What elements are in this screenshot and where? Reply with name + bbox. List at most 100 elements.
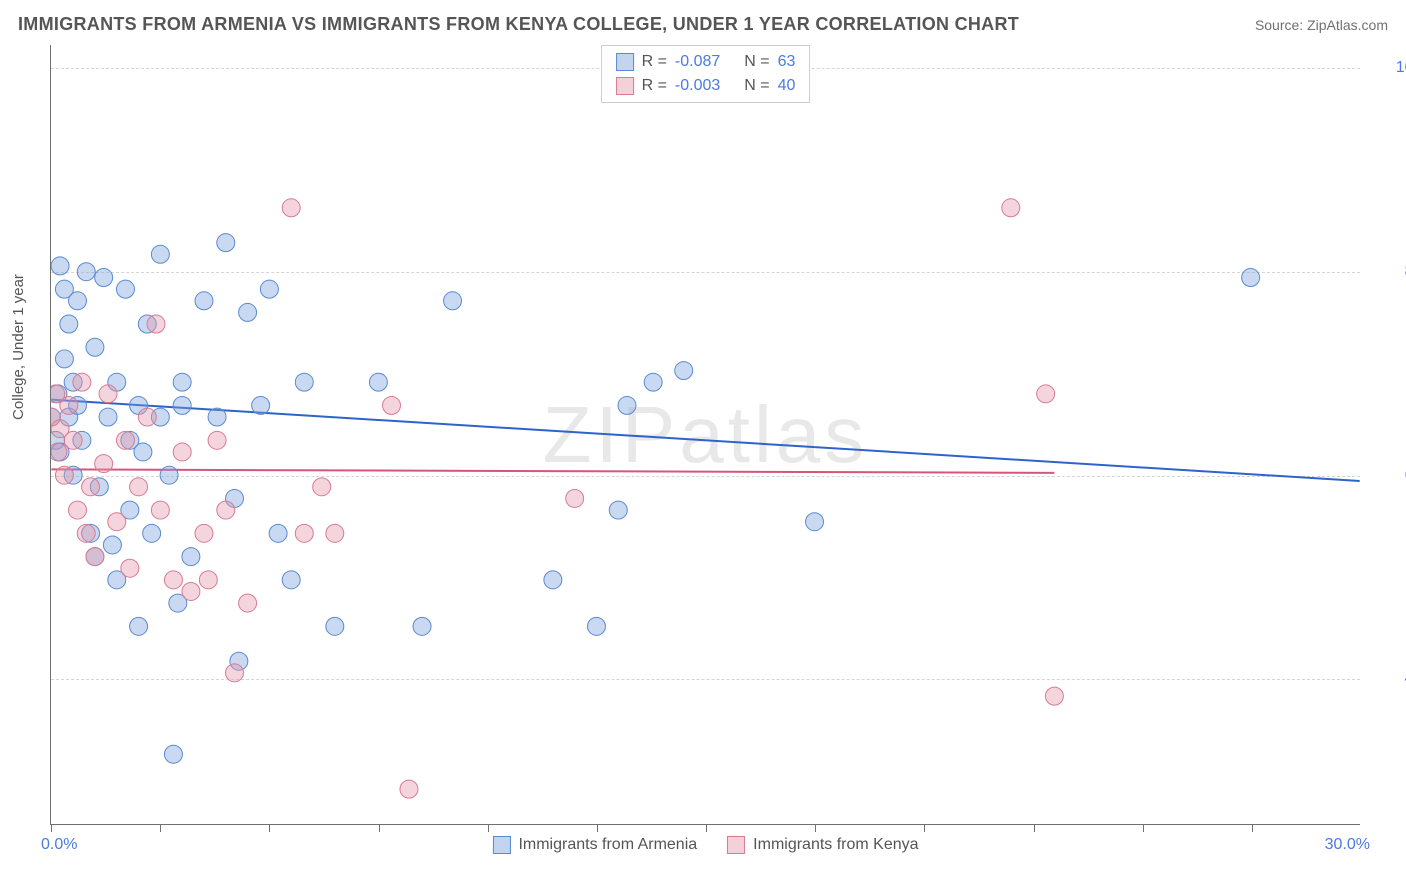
swatch-pink-icon [616, 77, 634, 95]
x-tick [379, 824, 380, 832]
r-label: R = [642, 50, 667, 74]
data-point [77, 524, 95, 542]
data-point [1242, 269, 1260, 287]
data-point [609, 501, 627, 519]
y-tick-label: 65.0% [1370, 467, 1406, 485]
data-point [182, 582, 200, 600]
data-point [64, 431, 82, 449]
data-point [99, 408, 117, 426]
data-point [55, 466, 73, 484]
data-point [182, 548, 200, 566]
data-point [151, 501, 169, 519]
data-point [69, 501, 87, 519]
data-point [282, 571, 300, 589]
data-point [95, 455, 113, 473]
data-point [103, 536, 121, 554]
data-point [116, 431, 134, 449]
trend-line [51, 400, 1359, 481]
chart-title: IMMIGRANTS FROM ARMENIA VS IMMIGRANTS FR… [18, 14, 1019, 35]
data-point [295, 373, 313, 391]
data-point [260, 280, 278, 298]
data-point [217, 501, 235, 519]
data-point [95, 269, 113, 287]
data-point [383, 396, 401, 414]
data-point [226, 664, 244, 682]
legend-bottom: Immigrants from Armenia Immigrants from … [492, 836, 918, 854]
x-tick [1034, 824, 1035, 832]
data-point [86, 338, 104, 356]
x-tick-label-max: 30.0% [1325, 836, 1370, 854]
n-value: 40 [778, 74, 796, 98]
swatch-blue-icon [492, 836, 510, 854]
data-point [413, 617, 431, 635]
data-point [55, 350, 73, 368]
data-point [116, 280, 134, 298]
x-tick [1143, 824, 1144, 832]
data-point [675, 362, 693, 380]
y-tick-label: 100.0% [1370, 59, 1406, 77]
data-point [77, 263, 95, 281]
n-label: N = [744, 74, 769, 98]
data-point [239, 303, 257, 321]
data-point [130, 478, 148, 496]
legend-top: R = -0.087 N = 63 R = -0.003 N = 40 [601, 45, 811, 103]
data-point [60, 315, 78, 333]
legend-row-kenya: R = -0.003 N = 40 [616, 74, 796, 98]
r-value: -0.087 [675, 50, 720, 74]
swatch-blue-icon [616, 53, 634, 71]
y-tick-label: 47.5% [1370, 670, 1406, 688]
data-point [60, 396, 78, 414]
data-point [99, 385, 117, 403]
r-label: R = [642, 74, 667, 98]
data-point [108, 513, 126, 531]
x-tick [1252, 824, 1253, 832]
data-point [164, 745, 182, 763]
data-point [444, 292, 462, 310]
data-point [173, 443, 191, 461]
data-point [164, 571, 182, 589]
x-tick [815, 824, 816, 832]
x-tick [488, 824, 489, 832]
data-point [618, 396, 636, 414]
data-point [806, 513, 824, 531]
data-point [173, 373, 191, 391]
data-point [566, 489, 584, 507]
x-tick [269, 824, 270, 832]
x-tick-label-min: 0.0% [41, 836, 77, 854]
swatch-pink-icon [727, 836, 745, 854]
x-tick [160, 824, 161, 832]
data-point [73, 373, 91, 391]
legend-label: Immigrants from Armenia [518, 836, 697, 854]
data-point [199, 571, 217, 589]
legend-item-armenia: Immigrants from Armenia [492, 836, 697, 854]
n-value: 63 [778, 50, 796, 74]
x-tick [51, 824, 52, 832]
data-point [1045, 687, 1063, 705]
data-point [326, 617, 344, 635]
data-point [644, 373, 662, 391]
y-axis-label: College, Under 1 year [10, 274, 27, 420]
data-point [160, 466, 178, 484]
plot-area: R = -0.087 N = 63 R = -0.003 N = 40 ZIPa… [50, 45, 1360, 825]
data-point [369, 373, 387, 391]
trend-line [51, 469, 1054, 472]
data-point [130, 617, 148, 635]
x-tick [924, 824, 925, 832]
data-point [208, 431, 226, 449]
r-value: -0.003 [675, 74, 720, 98]
data-point [51, 257, 69, 275]
data-point [208, 408, 226, 426]
data-point [295, 524, 313, 542]
data-point [195, 292, 213, 310]
data-point [86, 548, 104, 566]
data-point [151, 245, 169, 263]
y-tick-label: 82.5% [1370, 263, 1406, 281]
data-point [313, 478, 331, 496]
data-point [121, 559, 139, 577]
source-label: Source: ZipAtlas.com [1255, 17, 1388, 33]
legend-item-kenya: Immigrants from Kenya [727, 836, 918, 854]
data-point [1037, 385, 1055, 403]
scatter-svg [51, 45, 1360, 824]
data-point [138, 408, 156, 426]
data-point [195, 524, 213, 542]
